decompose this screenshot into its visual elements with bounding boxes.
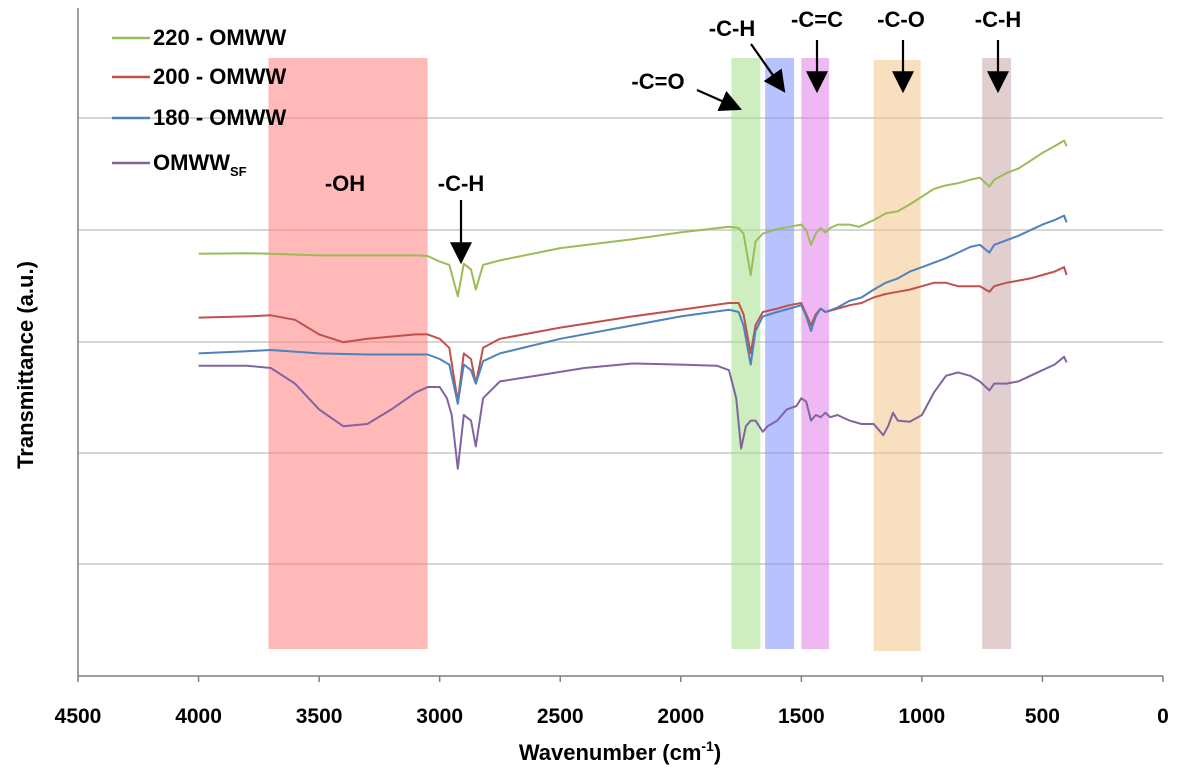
legend-label-4: OMWWSF: [153, 150, 247, 179]
band-arrow-co: [696, 88, 743, 112]
x-axis-title: Wavenumber (cm-1): [519, 738, 721, 765]
band-arrow-ch-2: [750, 43, 786, 93]
x-axis-title-tail: ): [714, 740, 721, 765]
axes: 4500 4000 3500 3000 2500 2000 1500 1000 500 0 Wave…: [13, 8, 1169, 765]
spectra-series: [198, 139, 1068, 470]
series-line-2: [198, 266, 1068, 403]
band-label-cc: -C=C: [791, 7, 843, 32]
series-line-3: [198, 214, 1068, 405]
band-label-oh: -OH: [325, 171, 365, 196]
absorption-bands: [268, 58, 1012, 651]
series-line-1: [198, 139, 1068, 298]
band-5: [873, 60, 921, 651]
band-2: [731, 58, 761, 649]
x-tick-label: 2000: [657, 705, 704, 728]
legend-name-4: OMWW: [153, 150, 230, 175]
legend-label-1: 220 - OMWW: [153, 25, 286, 50]
band-label-ch-3: -C-H: [975, 7, 1021, 32]
x-tick-label: 2500: [537, 705, 584, 728]
x-tick-label: 3500: [296, 705, 343, 728]
x-axis-title-main: Wavenumber (cm: [519, 740, 702, 765]
annotation-ch-label: -C-H: [438, 171, 484, 196]
band-label-co: -C=O: [631, 69, 684, 94]
legend-label-3: 180 - OMWW: [153, 105, 286, 130]
legend-name-sub-4: SF: [230, 164, 247, 179]
legend-label-2: 200 - OMWW: [153, 64, 286, 89]
band-label-ch-2: -C-H: [709, 16, 755, 41]
x-axis-title-sup: -1: [701, 738, 714, 754]
legend-name-3: 180 - OMWW: [153, 105, 286, 130]
x-tick-label: 3000: [416, 705, 463, 728]
band-label-c-o: -C-O: [877, 7, 925, 32]
series-line-4: [198, 355, 1068, 470]
x-tick-label: 0: [1157, 705, 1169, 728]
legend: 220 - OMWW 200 - OMWW 180 - OMWW OMWWSF: [112, 25, 286, 179]
band-6: [982, 58, 1012, 649]
x-tick-label: 1000: [899, 705, 946, 728]
legend-name-2: 200 - OMWW: [153, 64, 286, 89]
band-labels: -OH -C-H -C=O -C-H -C=C -C-O -C-H: [325, 7, 1021, 265]
y-axis-title: Transmittance (a.u.): [13, 261, 38, 469]
x-tick-label: 4000: [175, 705, 222, 728]
band-3: [765, 58, 795, 649]
x-tick-label: 1500: [778, 705, 825, 728]
x-tick-label: 500: [1025, 705, 1060, 728]
x-tick-label: 4500: [55, 705, 102, 728]
band-4: [801, 58, 830, 649]
legend-name-1: 220 - OMWW: [153, 25, 286, 50]
